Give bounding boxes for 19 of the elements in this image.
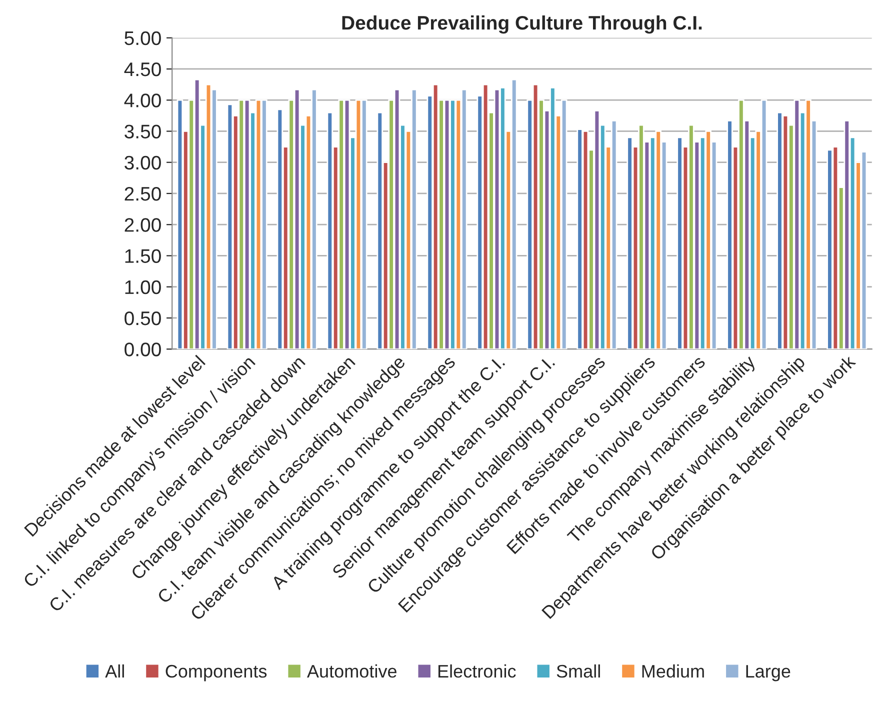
y-tick-label: 4.50 [124,62,161,76]
y-tick-label: 5.00 [124,31,161,46]
y-tick-label: 1.00 [125,280,161,294]
legend-label: Large [746,665,790,682]
y-tick-label: 0.50 [124,311,161,326]
legend-label: Medium [642,664,704,678]
y-tick-label: 1.50 [125,249,161,263]
y-tick-label: 0.00 [124,342,161,356]
y-tick-label: 2.00 [124,218,161,232]
y-tick-label: 3.00 [124,156,161,170]
y-tick-label: 3.50 [124,124,161,138]
y-tick-label: 2.50 [124,186,161,201]
legend-label: All [105,664,124,678]
y-tick-label: 4.00 [124,94,161,108]
chart-title: Deduce Prevailing Culture Through C.I. [342,15,702,34]
legend-label: Automotive [306,664,396,678]
legend-label: Small [556,664,600,678]
legend-label: Components [166,664,267,682]
legend-label: Electronic [438,664,516,678]
